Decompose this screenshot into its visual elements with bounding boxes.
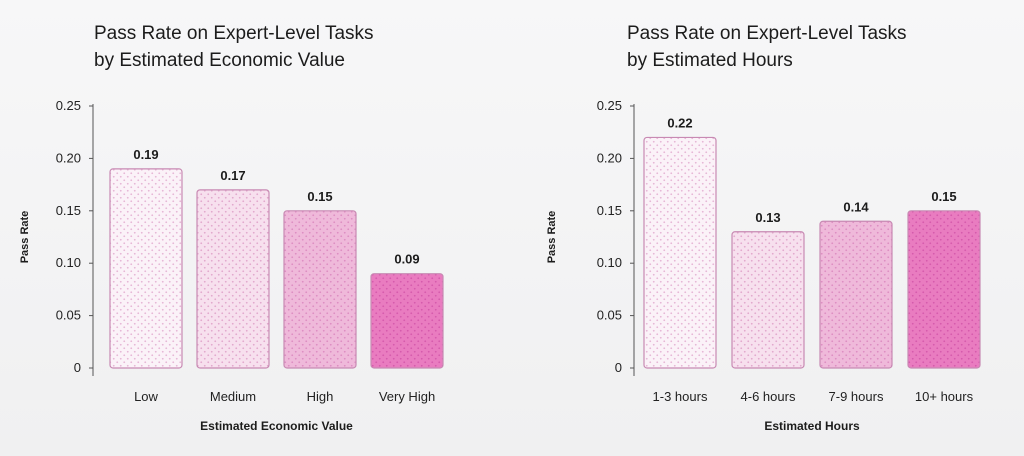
bar [370,273,444,369]
y-axis-label: Pass Rate [546,211,558,264]
chart-title: Pass Rate on Expert-Level Tasks by Estim… [627,20,907,74]
chart-panel-economic-value: Pass Rate on Expert-Level Tasks by Estim… [19,20,444,433]
bar [907,210,981,369]
x-tick-label: 1-3 hours [653,389,708,404]
y-tick-label: 0.25 [56,98,81,113]
x-tick-label: Low [134,389,158,404]
bar [196,189,270,369]
y-tick-label: 0.10 [597,255,622,270]
bar-value-label: 0.15 [307,189,332,204]
x-tick-label: Medium [210,389,256,404]
chart-title-line-2: by Estimated Economic Value [94,50,345,71]
bar [819,220,893,369]
chart-title: Pass Rate on Expert-Level Tasks by Estim… [94,20,374,74]
x-tick-label: 4-6 hours [741,389,796,404]
chart-title-line-1: Pass Rate on Expert-Level Tasks [627,23,907,44]
y-tick-label: 0.20 [56,150,81,165]
bar [643,136,717,369]
bar [731,231,805,369]
y-axis-label: Pass Rate [19,211,31,264]
bar-value-label: 0.09 [394,252,419,267]
x-tick-label: Very High [379,389,435,404]
bar-value-label: 0.17 [220,168,245,183]
y-tick-label: 0 [74,360,81,375]
chart-panel-estimated-hours: Pass Rate on Expert-Level Tasks by Estim… [512,0,1024,456]
y-tick-label: 0 [615,360,622,375]
y-tick-label: 0.05 [56,308,81,323]
x-tick-label: 7-9 hours [829,389,884,404]
bar-chart-economic-value: 0 0.05 0.10 0.15 0.20 0.25 Pass Rate 0.19 Low 0.1… [19,98,444,433]
bar-value-label: 0.22 [667,115,692,130]
x-tick-label: High [307,389,334,404]
bar-value-label: 0.19 [133,147,158,162]
x-axis-label: Estimated Economic Value [200,419,353,433]
y-tick-label: 0.15 [597,203,622,218]
bar-value-label: 0.15 [931,189,956,204]
y-tick-label: 0.20 [597,150,622,165]
x-axis-label: Estimated Hours [764,419,860,433]
y-tick-label: 0.25 [597,98,622,113]
x-tick-label: 10+ hours [915,389,974,404]
y-tick-label: 0.05 [597,308,622,323]
y-tick-label: 0.15 [56,203,81,218]
bar-value-label: 0.13 [755,210,780,225]
y-tick-label: 0.10 [56,255,81,270]
bar [283,210,357,369]
chart-title-line-1: Pass Rate on Expert-Level Tasks [94,23,374,44]
bar-chart-estimated-hours: 0 0.05 0.10 0.15 0.20 0.25 Pass Rate 0.22 1-3 ho… [546,98,981,433]
bar-value-label: 0.14 [843,199,869,214]
chart-title-line-2: by Estimated Hours [627,50,793,71]
bar [109,168,183,369]
